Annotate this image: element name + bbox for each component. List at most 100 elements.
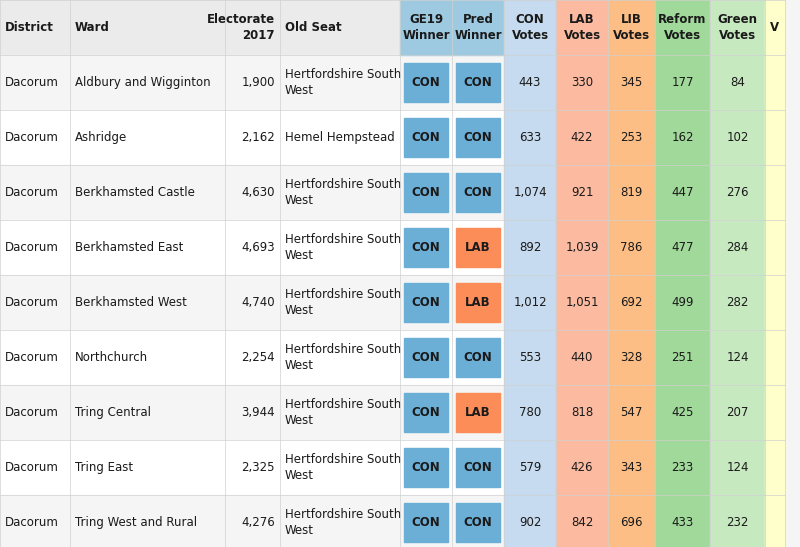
Bar [504,220,556,275]
Bar [456,63,500,102]
Text: CON: CON [412,351,440,364]
Text: Dacorum: Dacorum [5,406,59,419]
Bar [0,55,785,110]
Text: Dacorum: Dacorum [5,186,59,199]
Text: LAB: LAB [465,241,491,254]
Text: CON: CON [412,461,440,474]
Text: 696: 696 [620,516,642,529]
Bar [655,495,710,547]
Text: 477: 477 [671,241,694,254]
Text: 124: 124 [726,351,749,364]
Bar [765,165,785,220]
Text: 692: 692 [620,296,642,309]
Text: CON: CON [464,186,492,199]
Bar [608,440,655,495]
Text: CON: CON [412,516,440,529]
Text: Tring West and Rural: Tring West and Rural [75,516,197,529]
Text: 2,325: 2,325 [242,461,275,474]
Bar [504,0,556,55]
Text: 547: 547 [620,406,642,419]
Bar [655,55,710,110]
Bar [404,448,448,487]
Bar [710,165,765,220]
Text: CON: CON [464,131,492,144]
Text: Green
Votes: Green Votes [718,13,758,42]
Bar [0,440,785,495]
Bar [504,495,556,547]
Text: Dacorum: Dacorum [5,461,59,474]
Text: 819: 819 [620,186,642,199]
Text: 345: 345 [620,76,642,89]
Bar [710,220,765,275]
Text: 124: 124 [726,461,749,474]
Text: 276: 276 [726,186,749,199]
Bar [404,503,448,542]
Bar [404,228,448,267]
Bar [710,495,765,547]
Bar [456,118,500,157]
Bar [765,330,785,385]
Text: Reform
Votes: Reform Votes [658,13,706,42]
Text: 253: 253 [620,131,642,144]
Bar [0,385,785,440]
Text: Berkhamsted East: Berkhamsted East [75,241,183,254]
Bar [504,275,556,330]
Bar [608,110,655,165]
Text: 426: 426 [570,461,594,474]
Text: 780: 780 [519,406,541,419]
Text: Dacorum: Dacorum [5,131,59,144]
Text: 3,944: 3,944 [242,406,275,419]
Text: CON: CON [412,406,440,419]
Bar [456,173,500,212]
Text: 786: 786 [620,241,642,254]
Bar [456,338,500,377]
Text: 4,740: 4,740 [242,296,275,309]
Bar [556,330,608,385]
Text: CON: CON [412,186,440,199]
Text: CON: CON [412,76,440,89]
Bar [556,110,608,165]
Bar [404,393,448,432]
Bar [765,0,785,55]
Text: 579: 579 [519,461,541,474]
Text: 4,276: 4,276 [242,516,275,529]
Bar [456,228,500,267]
Text: 251: 251 [671,351,694,364]
Bar [710,275,765,330]
Bar [404,173,448,212]
Bar [0,110,785,165]
Text: Ward: Ward [75,21,110,34]
Text: 447: 447 [671,186,694,199]
Text: 1,051: 1,051 [566,296,598,309]
Text: 2,254: 2,254 [242,351,275,364]
Bar [655,0,710,55]
Text: 162: 162 [671,131,694,144]
Text: Hertfordshire South
West: Hertfordshire South West [285,398,402,427]
Bar [504,55,556,110]
Bar [655,330,710,385]
Bar [504,110,556,165]
Bar [655,110,710,165]
Text: Tring Central: Tring Central [75,406,151,419]
Text: 1,900: 1,900 [242,76,275,89]
Text: Hertfordshire South
West: Hertfordshire South West [285,343,402,372]
Text: CON: CON [464,351,492,364]
Bar [556,220,608,275]
Bar [608,220,655,275]
Text: V: V [770,21,779,34]
Bar [765,495,785,547]
Text: Berkhamsted West: Berkhamsted West [75,296,187,309]
Text: Ashridge: Ashridge [75,131,127,144]
Bar [655,220,710,275]
Bar [456,448,500,487]
Text: CON: CON [412,241,440,254]
Text: 1,012: 1,012 [513,296,547,309]
Bar [765,110,785,165]
Text: LAB
Votes: LAB Votes [563,13,601,42]
Text: Tring East: Tring East [75,461,133,474]
Text: 4,630: 4,630 [242,186,275,199]
Bar [710,110,765,165]
Text: 232: 232 [726,516,749,529]
Text: CON: CON [412,296,440,309]
Text: CON: CON [464,461,492,474]
